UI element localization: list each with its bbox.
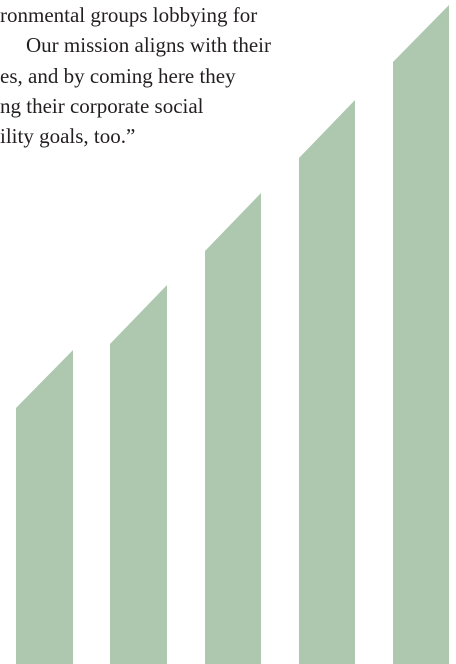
quote-line: ility goals, too.” <box>0 124 136 148</box>
quote-line: ng their corporate social <box>0 94 204 118</box>
quote-line: es, and by coming here they <box>0 64 236 88</box>
decorative-bar-2 <box>110 285 167 664</box>
decorative-bar-4 <box>299 100 355 664</box>
decorative-bar-3 <box>205 193 261 664</box>
decorative-bar-5 <box>393 5 449 664</box>
decorative-bar-1 <box>16 350 73 664</box>
quote-line: ronmental groups lobbying for <box>0 3 258 27</box>
quote-line: Our mission aligns with their <box>26 33 271 57</box>
